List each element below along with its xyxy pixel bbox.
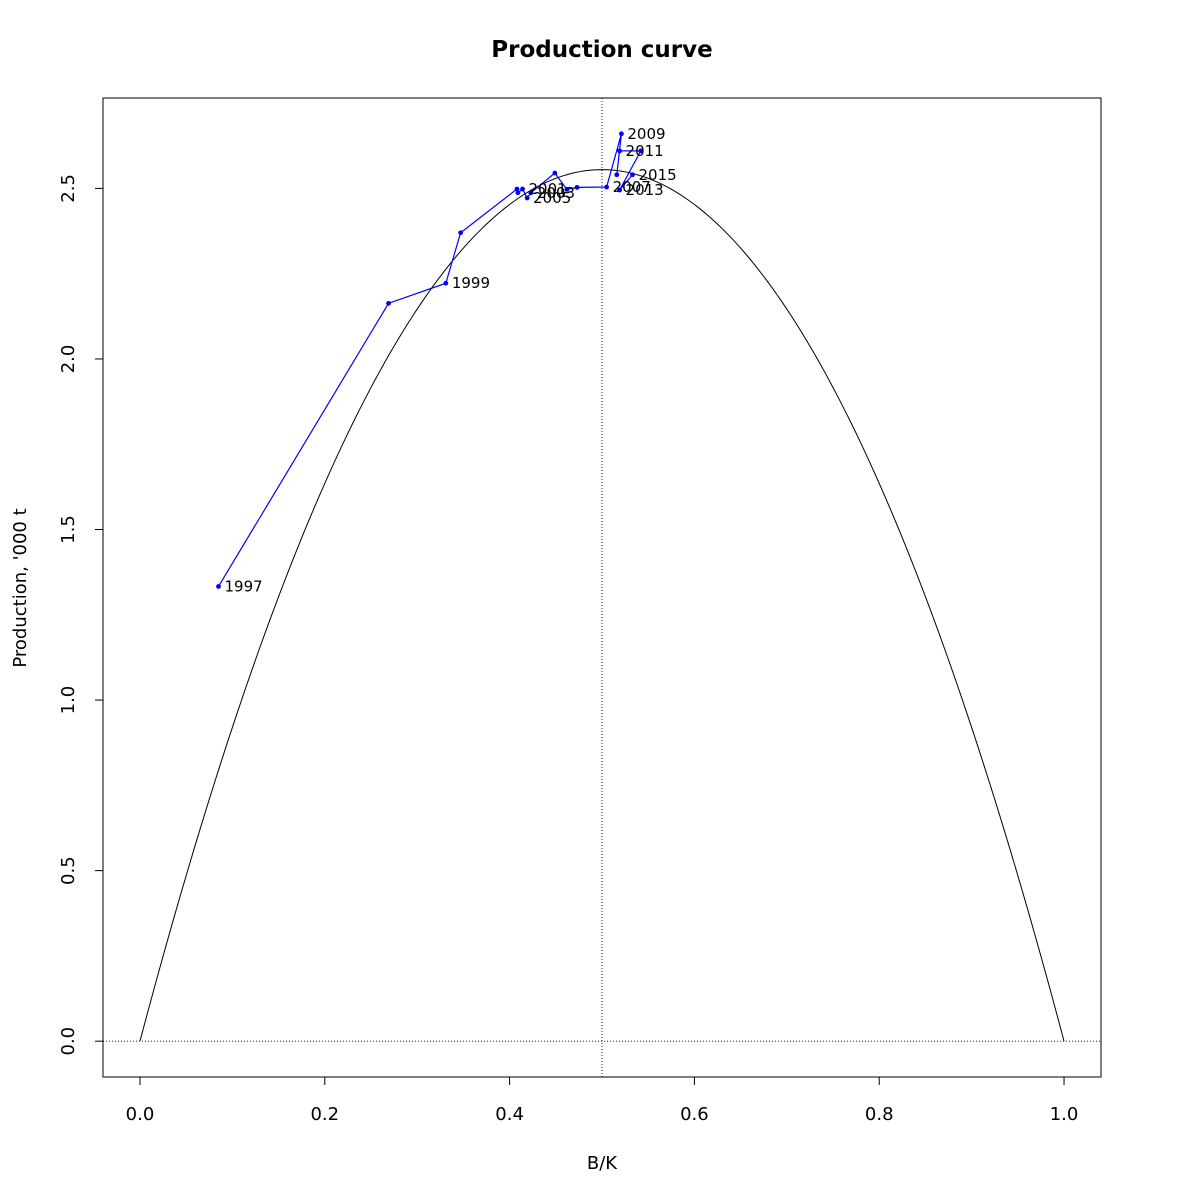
production-curve-layer bbox=[139, 169, 1065, 1042]
x-tick-label: 0.8 bbox=[865, 1104, 894, 1125]
trajectory-point bbox=[630, 172, 635, 178]
trajectory-line bbox=[217, 133, 642, 587]
trajectory-point bbox=[552, 170, 558, 176]
y-tick-label: 0.5 bbox=[58, 856, 79, 885]
trajectory-point bbox=[515, 190, 521, 196]
year-label: 2005 bbox=[533, 189, 571, 207]
x-tick-label: 0.6 bbox=[680, 1104, 709, 1125]
trajectory-point bbox=[564, 187, 570, 192]
production-curve-line bbox=[139, 169, 1065, 1042]
trajectory-point bbox=[458, 230, 464, 236]
trajectory-point bbox=[619, 131, 624, 137]
trajectory-point bbox=[528, 190, 534, 196]
year-label: 2009 bbox=[627, 125, 665, 143]
y-axis-label: Production, '000 t bbox=[10, 508, 31, 667]
trajectory-point bbox=[574, 184, 580, 190]
x-tick-label: 1.0 bbox=[1050, 1104, 1079, 1125]
trajectory-point bbox=[617, 148, 622, 154]
year-label: 2003 bbox=[537, 184, 575, 202]
reference-lines bbox=[103, 98, 1101, 1077]
x-tick-label: 0.2 bbox=[310, 1104, 339, 1125]
trajectory-point bbox=[443, 280, 449, 286]
trajectory-point bbox=[386, 300, 391, 306]
trajectory-point bbox=[614, 172, 620, 178]
year-label: 2015 bbox=[638, 166, 676, 184]
year-label: 1997 bbox=[225, 577, 263, 595]
trajectory-point bbox=[604, 184, 610, 190]
y-tick-label: 1.0 bbox=[58, 686, 79, 715]
year-label: 2001 bbox=[529, 180, 567, 198]
x-tick-label: 0.0 bbox=[126, 1104, 155, 1125]
year-label: 2007 bbox=[613, 178, 651, 196]
y-tick-label: 2.5 bbox=[58, 174, 79, 203]
trajectory-point bbox=[617, 187, 622, 193]
trajectory-point bbox=[514, 186, 520, 192]
x-axis-label: B/K bbox=[587, 1153, 618, 1174]
trajectory-point bbox=[638, 148, 644, 154]
chart-title: Production curve bbox=[491, 37, 712, 63]
trajectory-point bbox=[216, 584, 221, 589]
y-tick-label: 1.5 bbox=[58, 515, 79, 544]
year-label: 1999 bbox=[452, 274, 490, 292]
year-label: 2011 bbox=[626, 142, 664, 160]
y-axis: 0.0 0.5 1.0 1.5 2.0 2.5 bbox=[58, 174, 104, 1056]
trajectory-series-layer bbox=[216, 131, 644, 589]
x-tick-label: 0.4 bbox=[495, 1104, 524, 1125]
trajectory-point bbox=[524, 195, 530, 201]
trajectory-point bbox=[520, 186, 525, 192]
year-label: 2013 bbox=[626, 181, 664, 199]
y-tick-label: 0.0 bbox=[58, 1027, 79, 1056]
y-tick-label: 2.0 bbox=[58, 345, 79, 374]
x-axis: 0.0 0.2 0.4 0.6 0.8 1.0 bbox=[126, 1076, 1079, 1125]
